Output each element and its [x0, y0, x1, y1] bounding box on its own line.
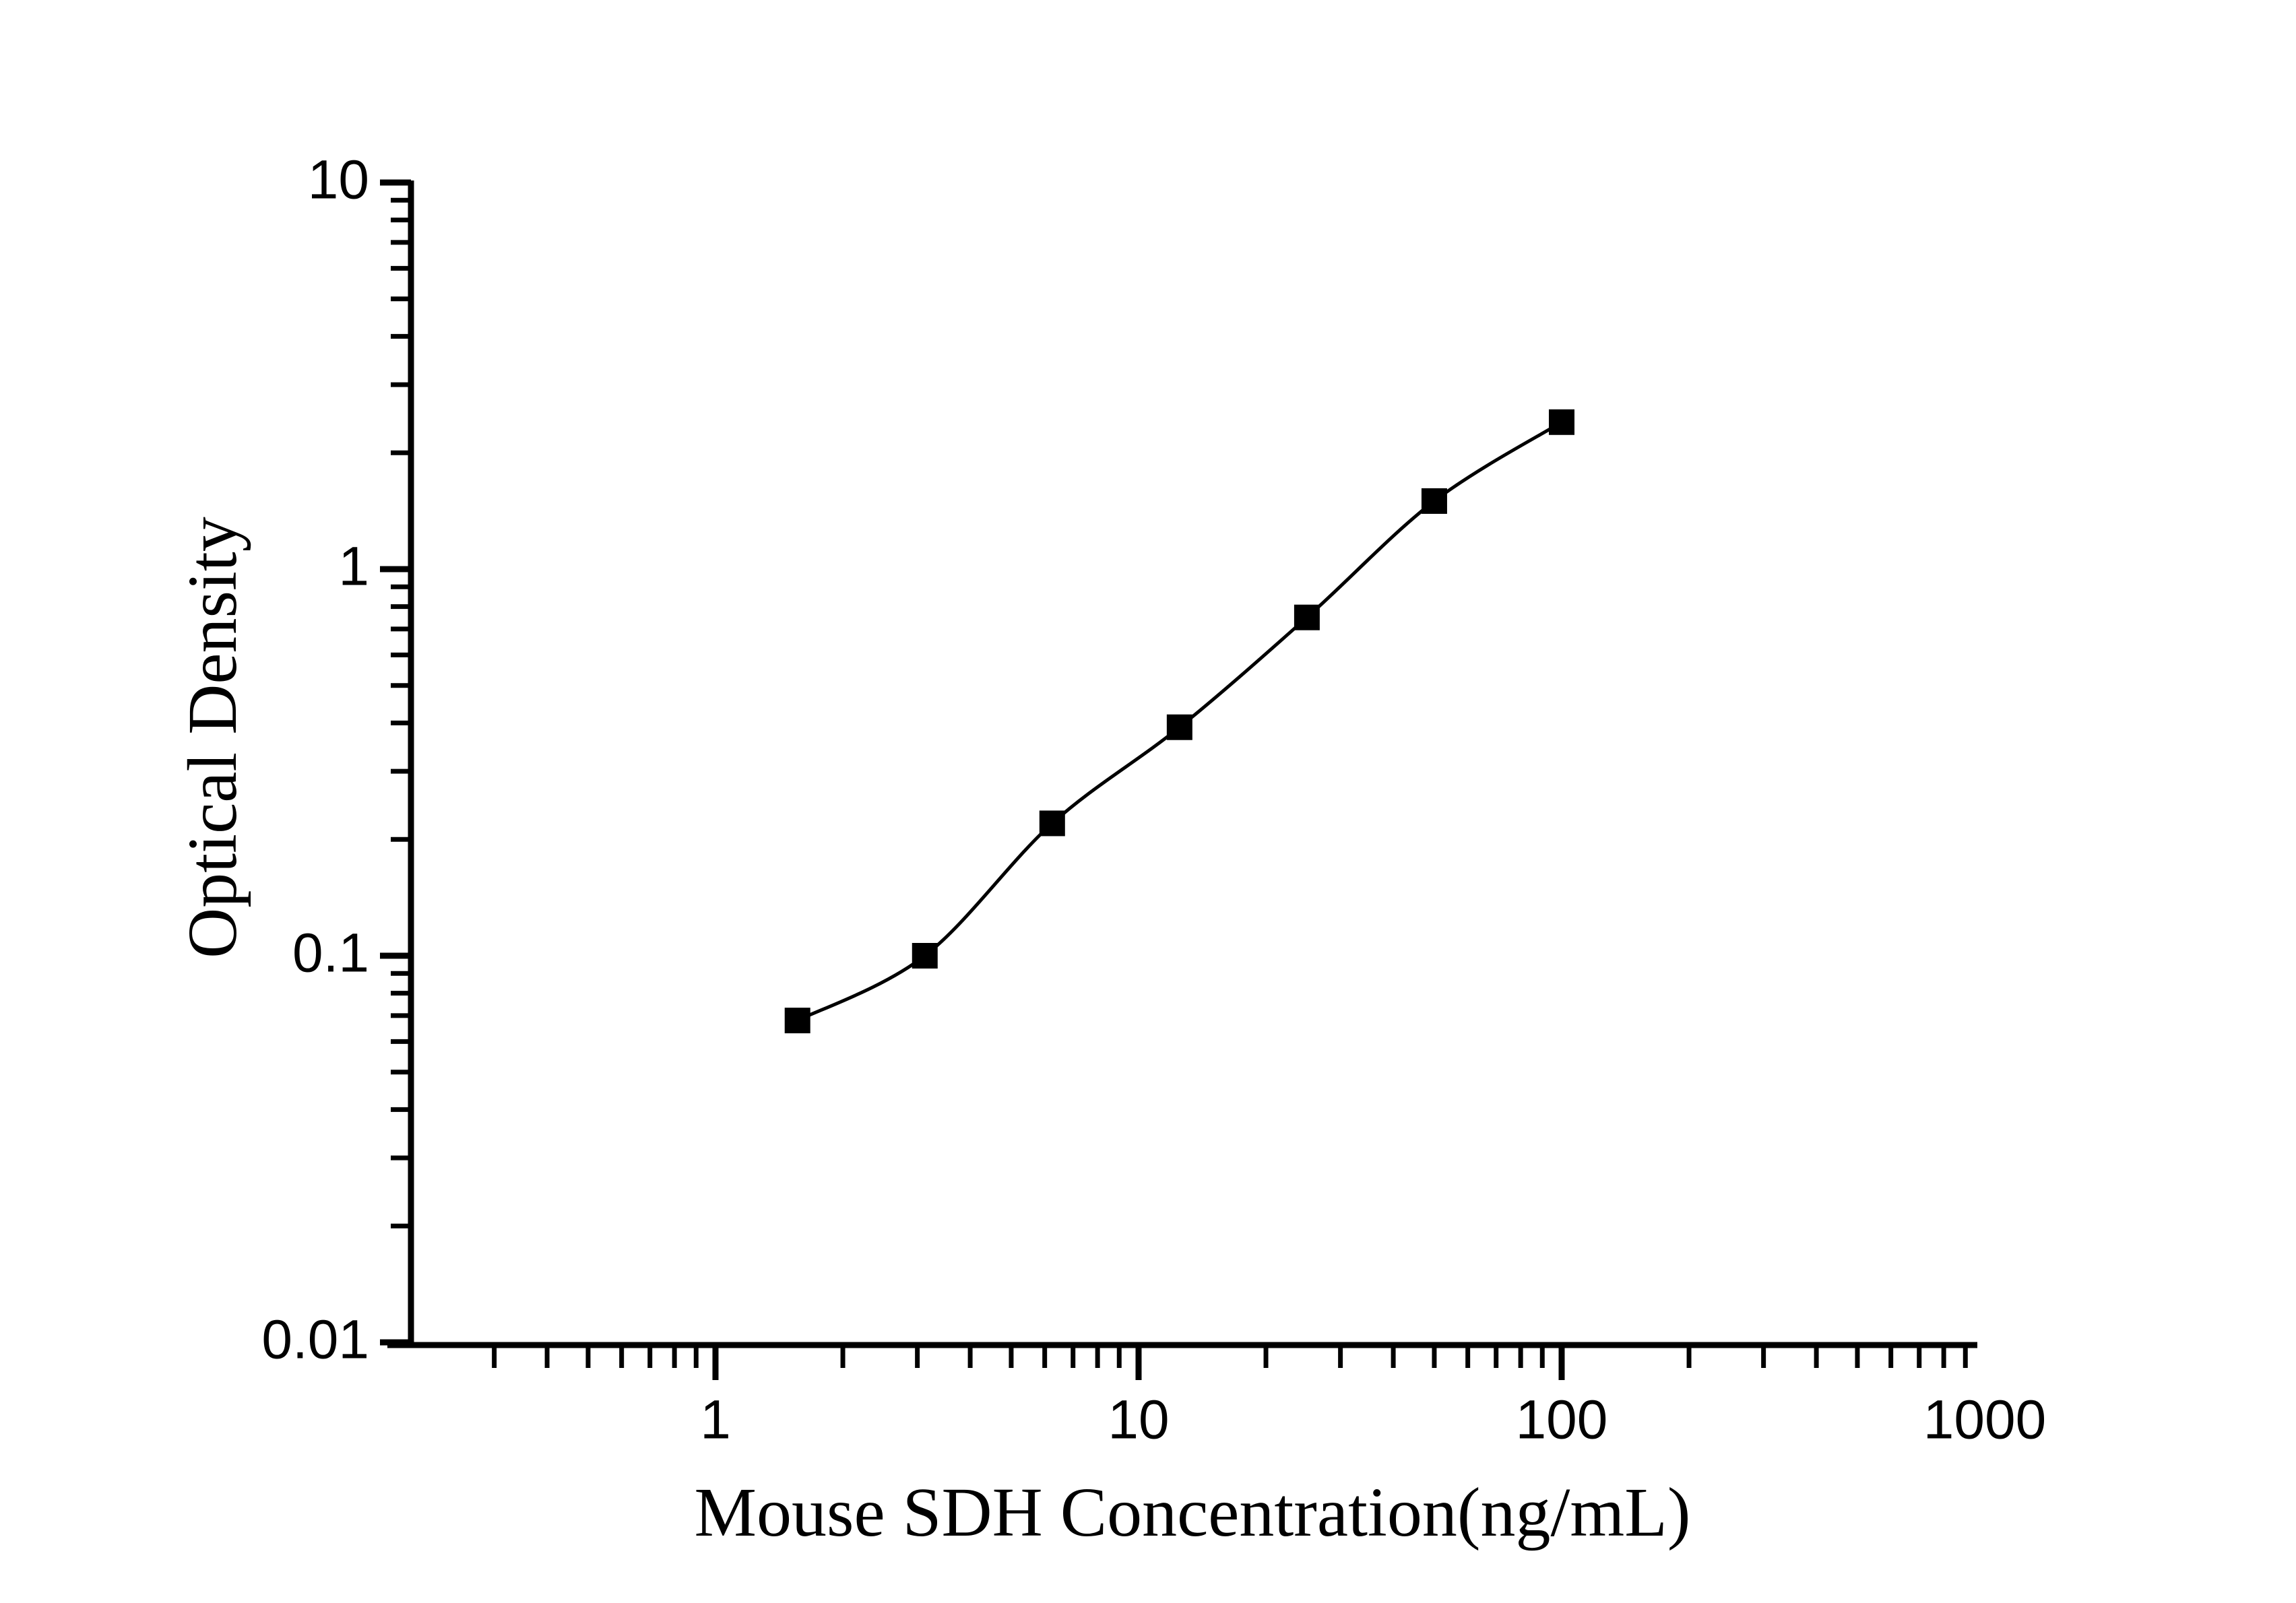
y-axis-ticks — [380, 179, 411, 1346]
data-point-marker — [1039, 810, 1065, 837]
data-markers — [784, 409, 1574, 1034]
y-axis-tick-labels: 0.01 0.1 1 10 — [261, 150, 369, 1371]
data-point-marker — [1294, 604, 1320, 630]
x-axis-tick-labels: 1 10 100 1000 — [700, 1389, 2046, 1450]
x-tick-label: 10 — [1108, 1389, 1169, 1450]
data-point-marker — [1421, 488, 1447, 514]
data-point-marker — [784, 1008, 810, 1034]
x-tick-label: 100 — [1516, 1389, 1608, 1450]
y-axis-title: Optical Density — [174, 517, 251, 958]
y-tick-label: 0.01 — [261, 1309, 369, 1371]
data-point-marker — [1166, 714, 1192, 740]
axes-group — [387, 181, 1977, 1348]
x-tick-label: 1 — [700, 1389, 731, 1450]
x-axis-title: Mouse SDH Concentration(ng/mL) — [695, 1474, 1691, 1551]
y-tick-label: 10 — [308, 150, 369, 211]
y-tick-label: 1 — [338, 536, 369, 597]
x-axis-ticks — [492, 1345, 1968, 1380]
data-point-marker — [912, 943, 938, 969]
x-tick-label: 1000 — [1923, 1389, 2046, 1450]
y-tick-label: 0.1 — [292, 923, 369, 984]
data-point-marker — [1549, 409, 1574, 435]
